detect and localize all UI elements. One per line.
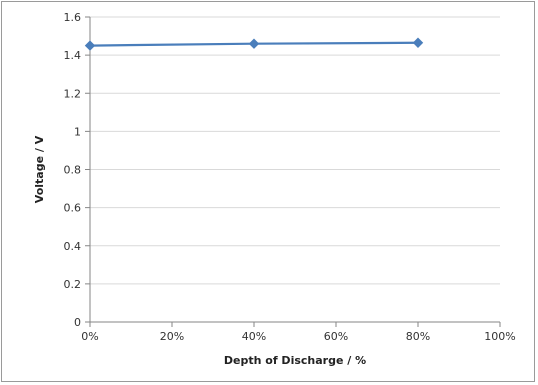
y-tick-label: 0.4 — [64, 240, 82, 253]
x-tick-label: 60% — [324, 330, 348, 343]
data-point — [84, 40, 96, 51]
x-tick-label: 80% — [406, 330, 430, 343]
y-tick-label: 0.8 — [64, 164, 82, 177]
y-tick-label: 0.2 — [64, 278, 82, 291]
gridlines — [90, 16, 500, 285]
y-tick-label: 1.4 — [64, 49, 82, 62]
y-tick-label: 0.6 — [64, 202, 82, 215]
y-tick-label: 0 — [74, 316, 81, 329]
y-axis-title: Voltage / V — [33, 135, 46, 203]
data-point — [412, 37, 424, 48]
x-tick-label: 20% — [160, 330, 184, 343]
tick-labels: 0 0.2 0.4 0.6 0.8 1 1.2 1.4 1.6 0% 20% 40% 60% 80% 100… — [64, 11, 516, 343]
axes — [85, 16, 501, 327]
y-tick-label: 1.6 — [64, 11, 82, 24]
x-tick-label: 100% — [484, 330, 515, 343]
data-point — [248, 38, 260, 49]
y-tick-label: 1.2 — [64, 87, 82, 100]
series-layer — [84, 37, 424, 51]
x-axis-title: Depth of Discharge / % — [224, 354, 366, 367]
y-tick-label: 1 — [74, 125, 81, 138]
x-tick-label: 40% — [242, 330, 266, 343]
x-tick-label: 0% — [81, 330, 98, 343]
